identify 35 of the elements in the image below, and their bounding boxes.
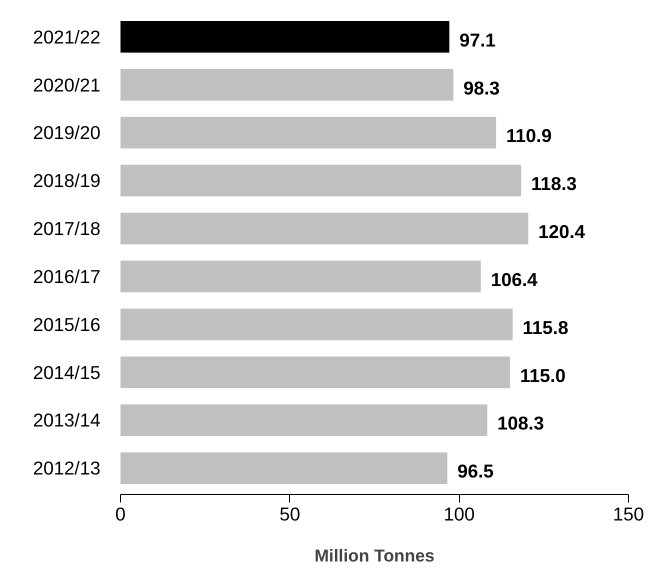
bar: [120, 212, 528, 244]
y-tick-label: 2017/18: [33, 218, 101, 240]
y-tick-label: 2015/16: [33, 314, 101, 335]
bar: [120, 308, 513, 340]
x-tick-label: 100: [444, 504, 475, 524]
bar: [120, 21, 450, 53]
y-tick-label: 2014/15: [33, 362, 101, 383]
bar: [120, 452, 448, 484]
x-tick-label: 150: [612, 504, 644, 524]
y-tick-label: 2019/20: [33, 122, 101, 144]
x-axis-title: Million Tonnes: [314, 546, 435, 566]
data-label: 96.5: [457, 460, 494, 482]
data-label: 98.3: [463, 77, 500, 98]
y-tick-label: 2021/22: [33, 26, 101, 48]
y-tick-label: 2013/14: [33, 410, 101, 431]
bar: [120, 260, 481, 292]
y-tick-label: 2018/19: [33, 170, 101, 192]
x-tick-label: 50: [279, 504, 300, 524]
data-label: 115.0: [520, 364, 566, 386]
x-tick-label: 0: [115, 504, 126, 524]
data-label: 106.4: [490, 268, 538, 290]
y-tick-label: 2016/17: [33, 266, 101, 287]
bar: [120, 68, 454, 101]
data-label: 120.4: [538, 221, 586, 242]
data-label: 97.1: [459, 29, 496, 50]
y-tick-label: 2020/21: [33, 74, 101, 96]
bar: [120, 356, 510, 388]
y-tick-label: 2012/13: [33, 458, 101, 479]
data-label: 115.8: [522, 316, 568, 338]
bar: [120, 116, 496, 149]
data-label: 110.9: [506, 125, 552, 146]
data-label: 118.3: [531, 173, 577, 194]
data-label: 108.3: [497, 412, 544, 434]
bar: [120, 164, 522, 196]
bar: [120, 404, 488, 436]
